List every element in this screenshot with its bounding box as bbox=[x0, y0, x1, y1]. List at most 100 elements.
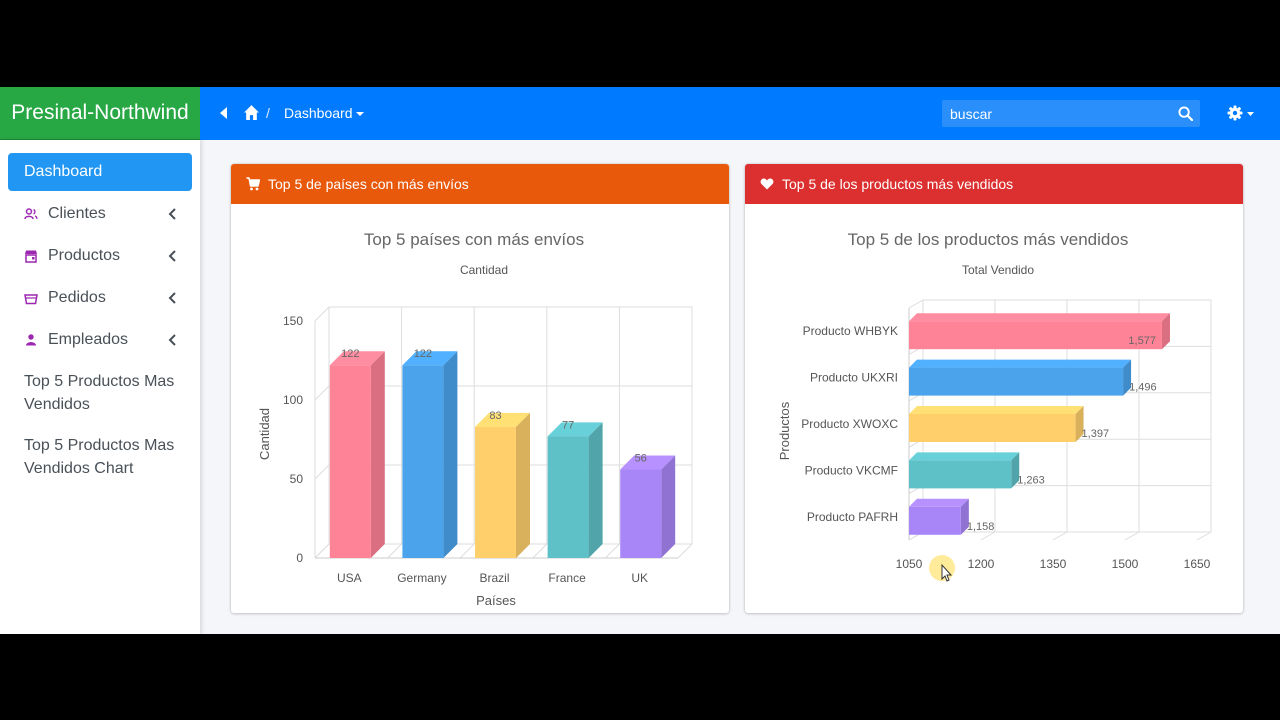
grid-line-side bbox=[314, 306, 330, 322]
sidebar-item-dashboard[interactable]: Dashboard bbox=[8, 153, 192, 191]
data-label: 122 bbox=[414, 348, 432, 360]
sidebar-link-top5-productos[interactable]: Top 5 Productos Mas Vendidos bbox=[24, 373, 175, 413]
bar-top bbox=[620, 455, 676, 470]
floor-line bbox=[605, 543, 620, 559]
bar-side bbox=[1161, 313, 1170, 350]
search-box[interactable] bbox=[942, 100, 1200, 127]
y-tick-label: 100 bbox=[283, 393, 303, 407]
y-tick-label: Producto XWOXC bbox=[801, 417, 898, 431]
caret-down-icon[interactable] bbox=[355, 112, 364, 117]
bar-side bbox=[1011, 452, 1020, 489]
data-label: 122 bbox=[341, 348, 359, 360]
floor-line bbox=[459, 543, 475, 559]
heart-icon bbox=[760, 178, 774, 190]
user-icon bbox=[26, 334, 36, 346]
bar-top bbox=[909, 406, 1084, 414]
sidebar-toggle-icon[interactable] bbox=[217, 105, 229, 121]
breadcrumb-dashboard[interactable]: Dashboard bbox=[284, 105, 364, 121]
bar bbox=[547, 436, 589, 558]
vertical-bar-chart: Top 5 países con más envíos Cantidad 0 50 10… bbox=[257, 230, 693, 608]
y-tick-label: Producto WHBYK bbox=[803, 324, 898, 338]
chevron-left-icon[interactable] bbox=[168, 208, 176, 220]
sidebar-link-top5-productos-chart[interactable]: Top 5 Productos Mas Vendidos Chart bbox=[24, 437, 175, 477]
x-tick-label: 1050 bbox=[896, 557, 923, 571]
users-icon bbox=[24, 208, 38, 220]
data-label: 1,496 bbox=[1129, 382, 1157, 394]
data-label: 1,263 bbox=[1017, 474, 1045, 486]
floor-line bbox=[314, 543, 330, 559]
chart-title: Top 5 países con más envíos bbox=[364, 230, 584, 249]
horizontal-bar-chart: Top 5 de los productos más vendidos Total… bbox=[777, 230, 1212, 571]
y-tick-label: 0 bbox=[296, 551, 303, 565]
y-tick-label: Producto UKXRI bbox=[810, 371, 898, 385]
sidebar-item-clientes[interactable]: Clientes bbox=[8, 195, 192, 233]
brand-logo[interactable]: Presinal-Northwind bbox=[0, 87, 200, 140]
home-icon[interactable] bbox=[243, 104, 260, 121]
y-tick-label: 150 bbox=[283, 314, 303, 328]
sidebar-item-empleados[interactable]: Empleados bbox=[8, 321, 192, 359]
floor-line bbox=[980, 531, 996, 541]
bar-side bbox=[443, 351, 458, 558]
bar-top bbox=[909, 313, 1170, 322]
gear-icon[interactable] bbox=[1227, 104, 1255, 122]
y-axis-label: Cantidad bbox=[257, 408, 272, 460]
sidebar-item-productos[interactable]: Productos bbox=[8, 237, 192, 275]
x-tick-label: Germany bbox=[397, 571, 446, 585]
bar-side bbox=[588, 422, 603, 558]
card-top-productos: Top 5 de los productos más vendidos Top … bbox=[745, 164, 1243, 613]
bar bbox=[909, 460, 1012, 489]
bar bbox=[909, 414, 1076, 442]
grid-line-side bbox=[314, 385, 330, 401]
x-tick-label: 1200 bbox=[968, 557, 995, 571]
x-tick-label: France bbox=[548, 571, 586, 585]
sidebar-item-label: Productos bbox=[48, 247, 121, 264]
store-icon bbox=[25, 250, 37, 263]
bar-top bbox=[547, 422, 603, 437]
data-label: 1,397 bbox=[1082, 428, 1110, 440]
floor-line bbox=[1052, 531, 1068, 541]
x-tick-label: 1350 bbox=[1040, 557, 1067, 571]
bar-top bbox=[329, 351, 385, 366]
search-input[interactable] bbox=[942, 100, 1167, 127]
y-tick-label: Producto VKCMF bbox=[805, 463, 898, 477]
data-label: 56 bbox=[635, 453, 647, 465]
x-tick-label: 1650 bbox=[1184, 557, 1211, 571]
floor-line bbox=[387, 543, 402, 559]
chevron-left-icon[interactable] bbox=[168, 292, 176, 304]
floor-line bbox=[1196, 531, 1212, 541]
breadcrumb-label[interactable]: Dashboard bbox=[284, 105, 353, 121]
bar-side bbox=[661, 455, 676, 558]
sidebar-item-pedidos[interactable]: Pedidos bbox=[8, 279, 192, 317]
data-label: 77 bbox=[562, 419, 574, 431]
grid-line-side bbox=[314, 464, 330, 480]
mouse-cursor-icon bbox=[929, 555, 955, 582]
card-header: Top 5 de los productos más vendidos bbox=[745, 164, 1243, 204]
floor-line bbox=[1124, 531, 1140, 541]
grid-line-side bbox=[908, 299, 924, 309]
chevron-left-icon[interactable] bbox=[168, 334, 176, 346]
bar-top bbox=[475, 412, 530, 427]
chevron-left-icon[interactable] bbox=[168, 250, 176, 262]
x-axis-label: Países bbox=[476, 593, 516, 608]
chart-title: Top 5 de los productos más vendidos bbox=[848, 230, 1129, 249]
sidebar-item-label: Clientes bbox=[48, 205, 106, 222]
search-icon[interactable] bbox=[1178, 106, 1193, 121]
bar bbox=[329, 365, 371, 558]
floor-line bbox=[677, 543, 693, 559]
card-title: Top 5 de los productos más vendidos bbox=[782, 176, 1014, 192]
top-navbar: / Dashboard bbox=[200, 87, 1280, 140]
data-label: 1,577 bbox=[1128, 335, 1156, 347]
cart-icon bbox=[246, 177, 260, 191]
bar bbox=[620, 469, 662, 558]
card-top-paises: Top 5 de países con más envíos Top 5 paí… bbox=[231, 164, 729, 613]
chart-subtitle: Total Vendido bbox=[962, 263, 1034, 277]
brand-title[interactable]: Presinal-Northwind bbox=[11, 101, 189, 124]
breadcrumb-separator: / bbox=[266, 105, 270, 121]
card-header: Top 5 de países con más envíos bbox=[231, 164, 729, 204]
bar-top bbox=[402, 351, 458, 366]
bar-top bbox=[909, 452, 1020, 461]
sidebar-item-label: Dashboard bbox=[24, 163, 103, 180]
bar-side bbox=[370, 351, 385, 558]
data-label: 83 bbox=[489, 410, 501, 422]
bar bbox=[909, 506, 961, 535]
